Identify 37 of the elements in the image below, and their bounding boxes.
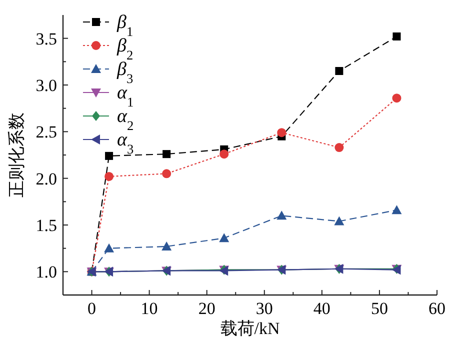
point: [220, 150, 229, 159]
x-tick-label: 50: [370, 299, 388, 318]
point: [105, 152, 114, 160]
x-tick-label: 60: [428, 299, 446, 318]
point: [162, 241, 172, 250]
point: [334, 143, 344, 152]
x-tick-label: 0: [88, 299, 96, 318]
y-axis-title: 正则化系数: [7, 112, 26, 198]
point: [219, 233, 230, 242]
x-tick-label: 40: [313, 299, 330, 318]
x-tick-label: 30: [256, 299, 273, 318]
x-axis-title: 载荷/kN: [220, 319, 280, 338]
point: [335, 67, 344, 75]
y-tick-label: 2.0: [36, 169, 57, 188]
legend-label: α$_{2}$: [117, 106, 134, 132]
y-tick-label: 3.5: [36, 29, 57, 48]
point: [392, 205, 402, 214]
point: [104, 243, 114, 252]
legend-label: α$_{3}$: [117, 130, 134, 156]
x-tick-label: 10: [140, 299, 158, 318]
y-tick-label: 1.5: [36, 216, 57, 235]
point: [276, 210, 287, 220]
y-tick-label: 3.0: [36, 76, 57, 95]
point: [277, 128, 286, 138]
legend-label: β$_{1}$: [116, 12, 134, 38]
point: [162, 169, 172, 178]
legend-label: α$_{1}$: [117, 82, 134, 109]
legend-label: β$_{3}$: [116, 59, 134, 86]
point: [334, 216, 344, 226]
point: [104, 172, 114, 181]
legend-label: β$_{2}$: [116, 36, 134, 62]
point: [162, 150, 171, 158]
y-tick-label: 2.5: [36, 122, 57, 142]
x-tick-label: 20: [198, 299, 216, 318]
point: [392, 32, 401, 40]
point: [392, 94, 402, 103]
y-tick-label: 1.0: [36, 262, 57, 282]
